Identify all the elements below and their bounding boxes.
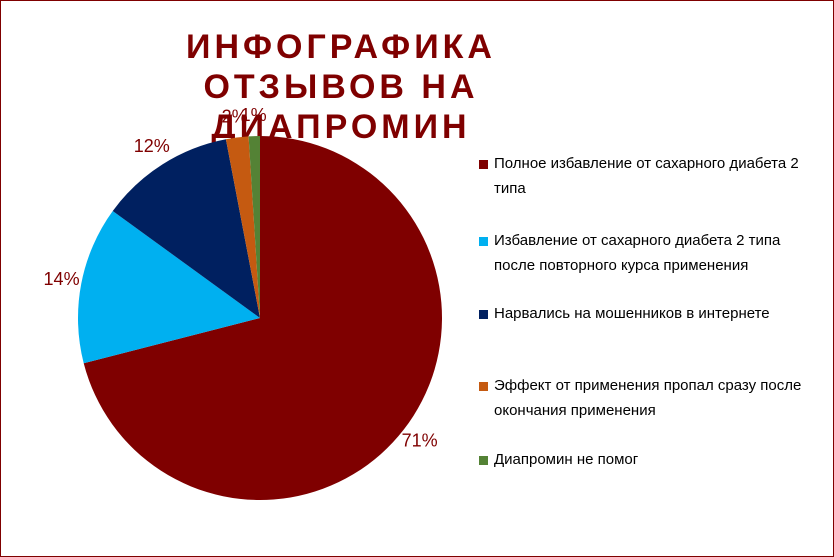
legend-label: Нарвались на мошенников в интернете — [494, 305, 770, 322]
legend-item: Эффект от применения пропал сразу после … — [479, 373, 809, 423]
legend-label: Полное избавление от сахарного диабета 2… — [494, 155, 799, 197]
legend-label: Избавление от сахарного диабета 2 типа п… — [494, 232, 781, 274]
pie-slice — [225, 136, 260, 318]
data-label: 14% — [44, 269, 80, 289]
data-label: 2% — [222, 106, 248, 126]
pie-slice — [248, 136, 260, 318]
legend-label: Диапромин не помог — [494, 451, 639, 468]
data-label: 12% — [134, 136, 170, 156]
pie-slice — [83, 136, 443, 501]
legend-item: Нарвались на мошенников в интернете — [479, 301, 809, 326]
data-label: 71% — [402, 431, 438, 451]
legend-swatch — [479, 160, 488, 169]
data-label: 1% — [241, 105, 267, 125]
legend-swatch — [479, 382, 488, 391]
pie-slice — [112, 139, 260, 318]
legend-swatch — [479, 237, 488, 246]
pie-slice — [77, 211, 260, 364]
chart-title: ИНФОГРАФИКА ОТЗЫВОВ НА ДИАПРОМИН — [186, 28, 496, 146]
legend-item: Полное избавление от сахарного диабета 2… — [479, 151, 809, 201]
legend-swatch — [479, 310, 488, 319]
legend-label: Эффект от применения пропал сразу после … — [494, 377, 802, 419]
legend-item: Диапромин не помог — [479, 447, 809, 472]
legend-swatch — [479, 456, 488, 465]
legend-item: Избавление от сахарного диабета 2 типа п… — [479, 228, 809, 278]
